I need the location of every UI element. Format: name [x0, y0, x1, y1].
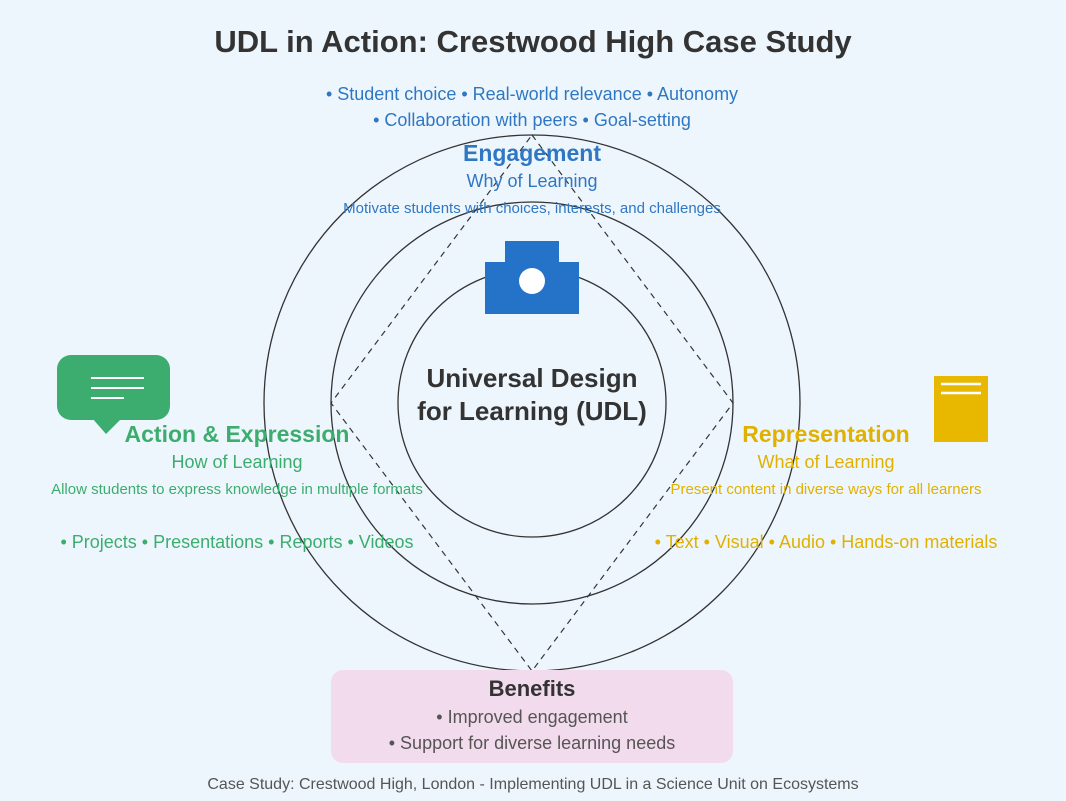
benefits-heading: Benefits	[488, 676, 576, 701]
speech-bubble-icon	[57, 355, 170, 434]
camera-icon	[485, 241, 579, 314]
action-description: Allow students to express knowledge in m…	[51, 481, 423, 498]
center-title-line-1: Universal Design	[426, 363, 638, 393]
action-list: • Projects • Presentations • Reports • V…	[60, 532, 414, 552]
book-icon	[934, 376, 988, 442]
engagement-description: Motivate students with choices, interest…	[343, 200, 721, 217]
page-title: UDL in Action: Crestwood High Case Study	[214, 24, 852, 59]
benefit-item: • Support for diverse learning needs	[388, 733, 676, 753]
representation-subheading: What of Learning	[757, 452, 895, 472]
case-study-caption: Case Study: Crestwood High, London - Imp…	[207, 776, 859, 793]
center-title-line-2: for Learning (UDL)	[417, 396, 647, 426]
engagement-heading: Engagement	[462, 140, 602, 166]
engagement-list-line-1: • Student choice • Real-world relevance …	[325, 84, 739, 104]
engagement-list-line-2: • Collaboration with peers • Goal-settin…	[373, 110, 691, 130]
representation-heading: Representation	[742, 421, 910, 447]
engagement-subheading: Why of Learning	[466, 171, 598, 191]
benefits-box	[331, 670, 733, 763]
action-subheading: How of Learning	[171, 452, 303, 472]
action-heading: Action & Expression	[124, 421, 350, 447]
center-title: Universal Design for Learning (UDL)	[382, 362, 682, 428]
representation-description: Present content in diverse ways for all …	[670, 481, 982, 498]
benefit-item: • Improved engagement	[436, 707, 628, 727]
representation-list: • Text • Visual • Audio • Hands-on mater…	[654, 532, 998, 552]
dashed-diamond	[330, 134, 734, 672]
